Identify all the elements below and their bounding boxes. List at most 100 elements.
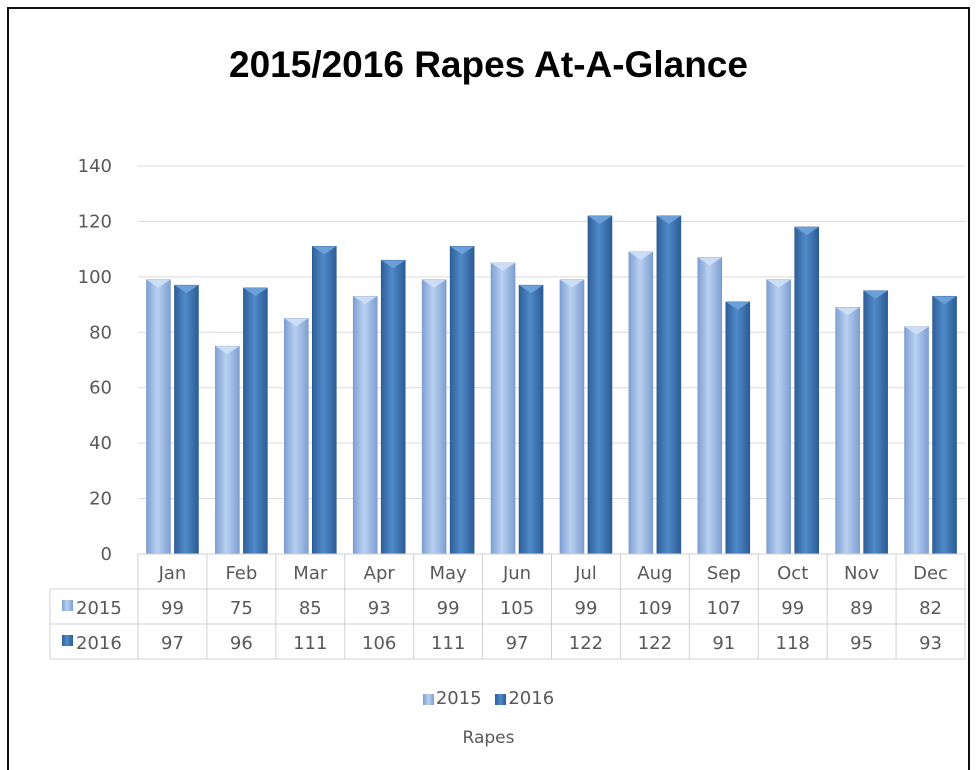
- x-tick-label: May: [430, 563, 468, 584]
- bar-2016-Aug: [656, 215, 682, 555]
- bar-2016-Jan: [174, 284, 199, 555]
- data-label: 96: [230, 633, 253, 654]
- bar-2016-May: [449, 246, 475, 555]
- legend-item-2015: 2015: [422, 688, 482, 709]
- x-tick-label: Jun: [502, 563, 531, 584]
- data-label: 75: [230, 598, 253, 619]
- data-label: 99: [161, 598, 184, 619]
- data-label: 122: [638, 633, 672, 654]
- data-label: 82: [919, 598, 942, 619]
- bar-2016-Sep: [725, 301, 751, 555]
- bar-2016-Mar: [311, 246, 337, 555]
- bar-2016-Dec: [932, 295, 957, 555]
- data-label: 105: [500, 598, 534, 619]
- bar-2016-Apr: [380, 259, 406, 555]
- bar-cap-2016-Oct: [794, 226, 819, 235]
- bar-cap-2016-Sep: [725, 301, 750, 310]
- bar-cap-2015-Aug: [628, 251, 653, 260]
- data-label: 85: [299, 598, 322, 619]
- data-label: 118: [776, 633, 810, 654]
- x-tick-label: Dec: [913, 563, 948, 584]
- bar-2015-Feb: [215, 345, 240, 555]
- data-label: 99: [781, 598, 804, 619]
- x-tick-label: Oct: [777, 563, 808, 584]
- x-axis-title: Rapes: [462, 728, 515, 748]
- bar-2015-Nov: [835, 307, 860, 555]
- data-label: 89: [850, 598, 873, 619]
- data-label: 91: [712, 633, 735, 654]
- bar-2015-Jun: [490, 262, 516, 555]
- bar-cap-2016-Feb: [243, 287, 268, 296]
- legend: 2015 2016: [0, 688, 977, 709]
- data-label: 122: [569, 633, 603, 654]
- y-tick-label: 120: [78, 211, 112, 232]
- y-tick-label: 0: [101, 544, 112, 565]
- data-label: 109: [638, 598, 672, 619]
- bar-cap-2016-Aug: [656, 215, 681, 224]
- data-label: 93: [919, 633, 942, 654]
- x-tick-label: Aug: [637, 563, 672, 584]
- y-tick-label: 20: [89, 489, 112, 510]
- bar-cap-2016-Mar: [312, 246, 337, 255]
- bar-cap-2015-Sep: [697, 257, 722, 266]
- x-tick-label: Jul: [574, 563, 597, 584]
- legend-swatch-2015: [422, 694, 434, 705]
- bar-cap-2016-May: [450, 246, 475, 255]
- bar-cap-2015-Feb: [215, 346, 240, 355]
- data-label: 107: [707, 598, 741, 619]
- x-tick-label: Jan: [158, 563, 187, 584]
- table-legend-key-2015: [62, 600, 73, 611]
- y-tick-label: 40: [89, 433, 112, 454]
- bar-cap-2016-Nov: [863, 290, 888, 299]
- bar-2016-Jun: [518, 284, 544, 555]
- bar-cap-2015-Oct: [766, 279, 791, 288]
- x-tick-label: Apr: [364, 563, 396, 584]
- bar-2015-Jan: [146, 279, 171, 555]
- data-label: 111: [431, 633, 465, 654]
- table-series-name: 2015: [76, 598, 122, 619]
- bar-cap-2015-Nov: [835, 307, 860, 316]
- table-series-name: 2016: [76, 633, 122, 654]
- data-label: 111: [293, 633, 327, 654]
- bar-2016-Oct: [794, 226, 820, 555]
- table-legend-key-2016: [62, 635, 73, 646]
- chart-title: 2015/2016 Rapes At-A-Glance: [229, 44, 748, 85]
- bar-2016-Feb: [243, 287, 268, 555]
- bar-2016-Jul: [587, 215, 613, 555]
- legend-label-2016: 2016: [508, 688, 555, 709]
- data-label: 106: [362, 633, 396, 654]
- bar-2015-Dec: [904, 326, 929, 555]
- bar-cap-2015-Mar: [284, 318, 309, 327]
- data-label: 99: [437, 598, 460, 619]
- bar-2015-Jul: [559, 279, 585, 555]
- bar-cap-2016-Jul: [587, 215, 612, 224]
- bar-2015-Aug: [628, 251, 654, 555]
- y-tick-label: 140: [78, 156, 112, 177]
- data-label: 99: [575, 598, 598, 619]
- y-tick-label: 80: [89, 322, 112, 343]
- bar-cap-2016-Jun: [519, 285, 544, 294]
- bar-cap-2016-Jan: [174, 285, 199, 294]
- bar-cap-2015-May: [422, 279, 447, 288]
- bar-cap-2015-Jul: [559, 279, 584, 288]
- bar-cap-2015-Jun: [491, 263, 516, 271]
- x-tick-label: Mar: [293, 563, 328, 584]
- bar-2015-Mar: [283, 318, 309, 555]
- data-label: 97: [161, 633, 184, 654]
- bar-cap-2015-Apr: [353, 296, 378, 305]
- y-tick-label: 100: [78, 267, 112, 288]
- data-label: 95: [850, 633, 873, 654]
- bar-2016-Nov: [863, 290, 888, 555]
- bar-2015-Sep: [697, 257, 723, 555]
- data-label: 93: [368, 598, 391, 619]
- bar-2015-May: [421, 279, 447, 555]
- bar-2015-Oct: [766, 279, 792, 555]
- x-tick-label: Sep: [707, 563, 741, 584]
- bar-2015-Apr: [352, 295, 378, 555]
- x-tick-label: Nov: [844, 563, 879, 584]
- bar-cap-2015-Jan: [146, 279, 171, 288]
- legend-label-2015: 2015: [435, 688, 482, 709]
- bar-cap-2016-Apr: [381, 260, 406, 269]
- legend-swatch-2016: [495, 694, 507, 705]
